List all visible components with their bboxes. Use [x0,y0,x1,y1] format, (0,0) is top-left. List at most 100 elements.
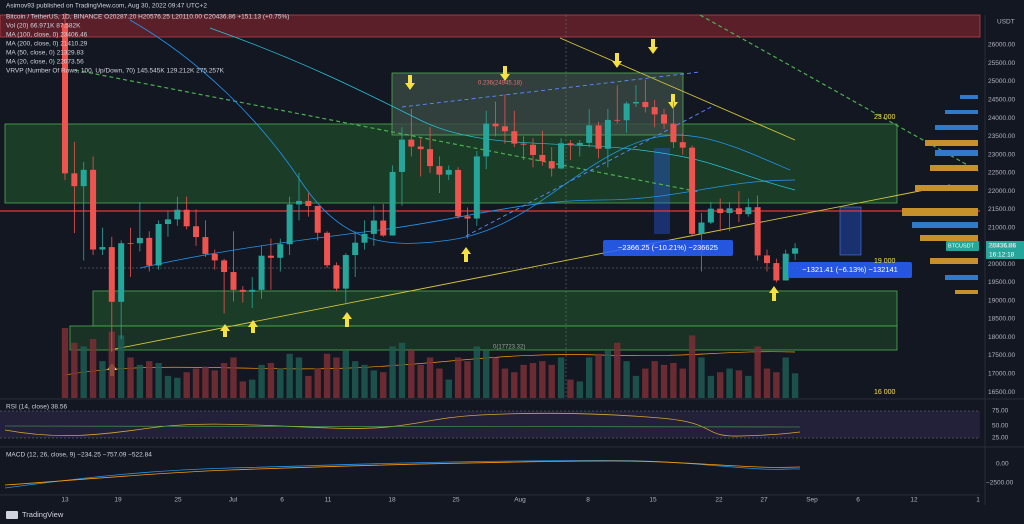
volume-bar [351,361,359,398]
date-label: 19 [114,497,122,504]
date-label: 11 [325,497,332,504]
candle-body [539,154,546,162]
date-label: 6 [280,497,284,504]
macd-axis-label: 0.00 [996,461,1009,468]
price-tick-label: 20000.00 [988,261,1015,268]
volume-bar [99,361,106,398]
candle-body [174,209,181,220]
candle-body [586,125,593,143]
volume-bar [174,377,181,398]
down-arrow [500,66,510,81]
volume-bar [127,357,134,398]
candle-body [80,169,87,187]
candle-body [501,126,508,132]
volume-bar [632,375,640,398]
volume-bar [417,364,424,398]
volume-bar [464,361,471,398]
measure-label: −2366.25 (−10.21%) −236625 [618,243,718,252]
candle-body [530,144,536,155]
fib-label: 0(17723.32) [493,345,525,351]
candle-body [661,114,668,124]
candle-body [333,265,340,289]
candle-body [258,255,265,290]
volume-bar [192,368,200,398]
volume-profile [902,95,978,294]
candle-body [389,171,396,236]
volume-bar [717,372,724,398]
trend-line [74,69,701,193]
volume-bar [763,368,771,398]
support-zone [69,325,898,351]
volume-bar [585,357,593,398]
candle-body [689,147,696,234]
volume-bar [389,346,396,398]
price-tag-bg [986,241,1024,259]
date-label: Aug [514,497,526,504]
price-tick-label: 25000.00 [988,78,1015,85]
price-tag: 20436.86 [989,243,1016,250]
candle-body [492,123,499,127]
level-label: 19 000 [874,258,896,265]
volume-bar [323,353,331,398]
volume-bar [155,363,162,398]
date-label: 15 [649,497,657,504]
volume-bar [773,372,780,398]
candle-body [211,253,218,261]
volume-bar [576,381,583,398]
candle-body [464,216,471,219]
volume-bar [61,328,69,398]
candle-body [642,101,649,108]
legend-line: VRVP (Number Of Rows, 100, Up/Down, 70) … [6,68,225,75]
price-tick-label: 24000.00 [988,115,1015,122]
date-label: 25 [452,497,460,504]
candle-body [436,166,443,175]
price-tick-label: 22000.00 [988,188,1015,195]
volume-bar [380,372,387,398]
candle-body [455,169,462,217]
date-label: 8 [586,497,590,504]
legend-line: Bitcoin / TetherUS, 1D, BINANCE O20287.2… [6,14,289,21]
volume-bar [529,363,537,398]
volume-bar [89,339,97,398]
candle-body [473,156,480,219]
volume-bars [61,328,799,398]
date-label: 13 [61,497,69,504]
support-zone [92,290,898,327]
volume-bar [688,335,696,398]
volume-bar [80,346,87,398]
volume-bar [211,370,218,398]
candle-body [717,208,724,214]
candle-body [707,208,714,223]
price-tick-label: 23000.00 [988,151,1015,158]
profile-bar [945,275,978,280]
candle-body [398,139,405,172]
candle-body [193,226,200,238]
up-arrow [220,324,230,337]
legend-line: Vol (20) 66.971K 87.582K [6,23,81,30]
volume-bar [604,350,612,398]
candle-body [305,200,312,207]
candle-body [726,208,733,214]
volume-bar [726,368,733,398]
volume-bar [698,357,705,398]
candle-body [108,247,115,302]
profile-bar [930,258,978,264]
candle-body [164,219,171,224]
channel-line [401,71,701,108]
up-arrow [461,247,471,262]
volume-bar [614,342,621,398]
volume-bar [277,368,284,398]
candle-body [520,143,527,145]
candle-body [99,247,106,250]
candle-body [118,243,125,302]
profile-bar [935,150,978,156]
date-label: 25 [174,497,182,504]
measure-box [839,206,862,256]
candle-body [155,223,162,266]
volume-bar [735,370,743,398]
signal-line [4,460,801,486]
candle-body [380,220,387,236]
date-label: 12 [910,497,918,504]
date-label: 18 [388,497,396,504]
